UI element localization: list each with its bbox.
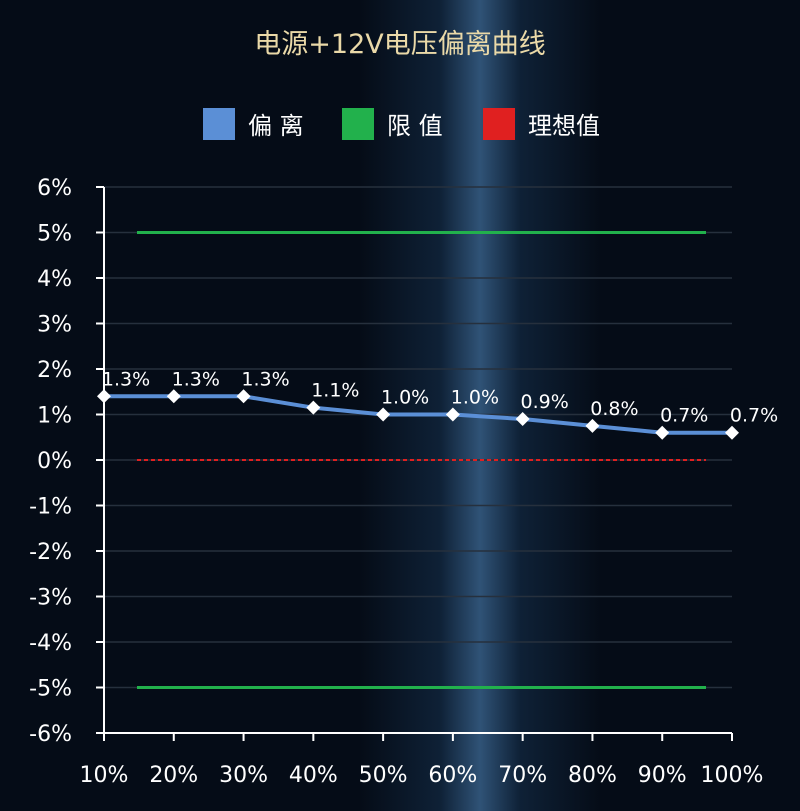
x-tick-label: 50% — [359, 763, 408, 788]
y-tick-label: -6% — [29, 722, 72, 747]
x-tick-label: 20% — [149, 763, 198, 788]
deviation-line — [104, 394, 732, 435]
x-tick-label: 30% — [219, 763, 268, 788]
data-point — [166, 389, 181, 404]
data-label: 0.8% — [590, 398, 638, 420]
legend-swatch — [342, 108, 374, 140]
reference-lines — [137, 231, 706, 689]
x-tick-label: 80% — [568, 763, 617, 788]
y-tick-label: 6% — [37, 176, 72, 201]
y-tick-label: 0% — [37, 449, 72, 474]
legend: 偏 离 限 值 理想值 — [203, 108, 600, 140]
legend-label: 偏 离 — [248, 112, 304, 140]
data-point — [306, 400, 321, 415]
data-point — [515, 412, 530, 427]
data-label: 1.3% — [172, 368, 220, 390]
y-tick-label: 5% — [37, 222, 72, 247]
data-label: 1.0% — [451, 387, 499, 409]
legend-label: 限 值 — [387, 112, 443, 140]
chart-title: 电源+12V电压偏离曲线 — [254, 29, 545, 60]
data-label: 1.0% — [381, 387, 429, 409]
axes: 6% 5% 4% 3% 2% 1% 0% -1% -2% -3% -4% -5% -6% 10% 20% 30… — [29, 176, 763, 788]
data-label: 0.7% — [730, 405, 778, 427]
y-tick-label: -5% — [29, 677, 72, 702]
data-point — [97, 389, 111, 404]
legend-label: 理想值 — [528, 112, 600, 140]
data-label: 1.3% — [241, 368, 289, 390]
data-label: 0.7% — [660, 405, 708, 427]
y-tick-label: 4% — [37, 267, 72, 292]
legend-swatch — [483, 108, 515, 140]
x-tick-label: 10% — [80, 763, 129, 788]
x-tick-label: 100% — [701, 763, 764, 788]
y-tick-label: -3% — [29, 586, 72, 611]
y-tick-label: 3% — [37, 313, 72, 338]
y-tick-label: -2% — [29, 540, 72, 565]
legend-swatch — [203, 108, 235, 140]
y-tick-label: 1% — [37, 404, 72, 429]
data-point — [236, 389, 251, 404]
y-tick-label: -4% — [29, 631, 72, 656]
data-point — [376, 407, 391, 422]
series: 1.3% 1.3% 1.3% 1.1% 1.0% 1.0% 0.9% 0.8% 0.7% 0.7% — [97, 368, 778, 440]
x-tick-label: 70% — [498, 763, 547, 788]
data-point — [725, 425, 739, 440]
data-point — [445, 407, 460, 422]
data-point — [585, 418, 600, 433]
x-tick-label: 60% — [428, 763, 477, 788]
data-label: 1.3% — [102, 368, 150, 390]
y-tick-label: 2% — [37, 358, 72, 383]
data-label: 0.9% — [521, 391, 569, 413]
y-tick-label: -1% — [29, 495, 72, 520]
data-point — [655, 425, 670, 440]
data-label: 1.1% — [311, 380, 359, 402]
x-tick-label: 40% — [289, 763, 338, 788]
x-tick-label: 90% — [638, 763, 687, 788]
